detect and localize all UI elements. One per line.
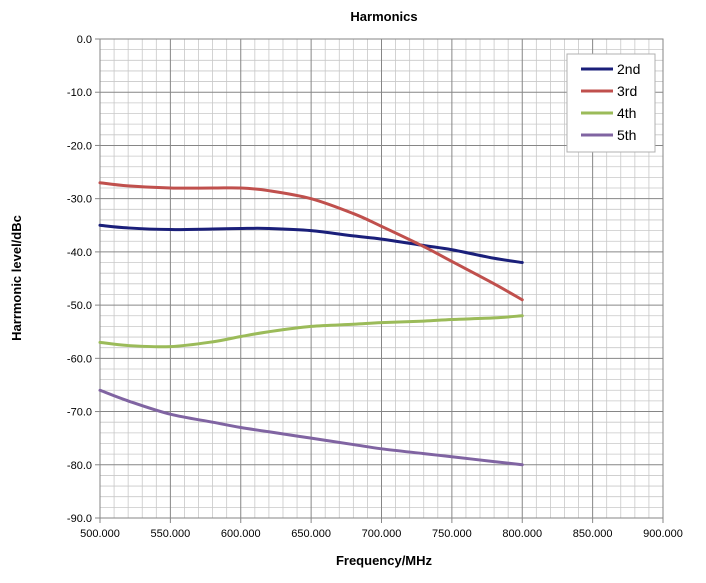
x-tick-label: 700.000 [362, 528, 402, 540]
x-axis-label: Frequency/MHz [336, 553, 433, 568]
legend-label-5th: 5th [617, 127, 636, 143]
legend-label-2nd: 2nd [617, 61, 640, 77]
y-axis-label: Harrmonic level/dBc [9, 215, 24, 341]
y-tick-label: -50.0 [67, 300, 92, 312]
x-tick-label: 850.000 [573, 528, 613, 540]
y-tick-label: -40.0 [67, 247, 92, 259]
chart-title: Harmonics [350, 9, 417, 24]
y-tick-label: -70.0 [67, 407, 92, 419]
x-tick-label: 600.000 [221, 528, 261, 540]
y-tick-label: -60.0 [67, 353, 92, 365]
x-tick-label: 800.000 [502, 528, 542, 540]
y-tick-label: -30.0 [67, 194, 92, 206]
x-tick-label: 550.000 [150, 528, 190, 540]
series-line-3rd [98, 181, 524, 302]
x-tick-label: 750.000 [432, 528, 472, 540]
y-tick-label: -90.0 [67, 513, 92, 525]
legend-label-3rd: 3rd [617, 83, 637, 99]
axis-layer: 500.000 550.000 600.000 650.000 700.000 750.0… [67, 34, 683, 540]
legend-label-4th: 4th [617, 105, 636, 121]
series-layer [98, 181, 524, 467]
x-tick-label: 900.000 [643, 528, 683, 540]
legend: 2nd 3rd 4th 5th [566, 53, 656, 153]
series-line-2nd [98, 223, 524, 265]
plot-border [99, 38, 664, 519]
series-line-5th [98, 388, 524, 467]
series-line-4th [98, 314, 524, 349]
y-tick-label: -80.0 [67, 460, 92, 472]
y-tick-label: -20.0 [67, 140, 92, 152]
y-tick-label: 0.0 [77, 34, 92, 46]
x-tick-label: 500.000 [80, 528, 120, 540]
x-tick-label: 650.000 [291, 528, 331, 540]
y-tick-label: -10.0 [67, 87, 92, 99]
